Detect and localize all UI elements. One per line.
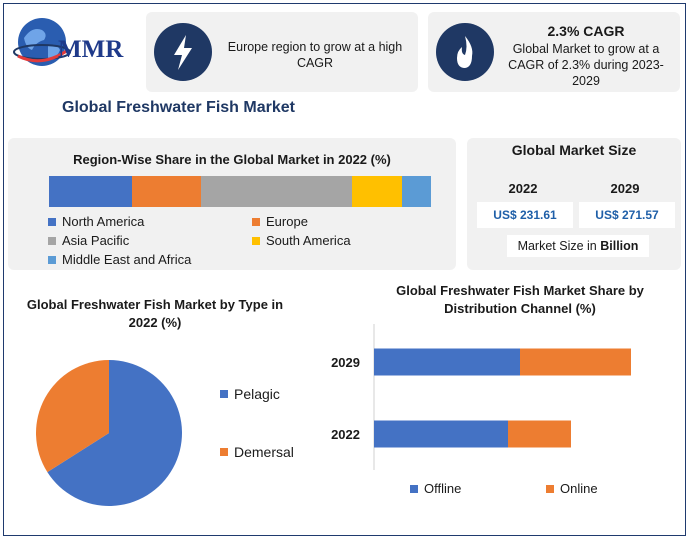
- region-legend-item-europe: Europe: [252, 214, 308, 229]
- market-value-2022: US$ 231.61: [477, 202, 573, 228]
- cagr-title: 2.3% CAGR: [547, 23, 625, 39]
- region-bar-segment-middle-east-and-africa: [402, 176, 431, 207]
- legend-swatch: [410, 484, 418, 493]
- market-year-2022: 2022: [508, 181, 538, 196]
- region-bar-segment-europe: [132, 176, 202, 207]
- flame-icon: [457, 36, 473, 68]
- channel-bar-online-2022: [508, 420, 571, 448]
- market-size-panel: Global Market Size 2022 2029 US$ 231.61 …: [467, 138, 681, 270]
- type-pie-chart: [36, 360, 182, 506]
- region-bar-segment-south-america: [351, 176, 403, 207]
- logo-text: MMR: [58, 36, 124, 63]
- region-stacked-bar: [49, 176, 431, 207]
- region-bar-segment-north-america: [49, 176, 133, 207]
- market-value-2029: US$ 271.57: [579, 202, 675, 228]
- legend-swatch: [48, 236, 56, 245]
- lightning-icon: [174, 35, 192, 70]
- type-legend-item-pelagic: Pelagic: [220, 386, 280, 402]
- legend-label: Offline: [424, 481, 462, 496]
- region-legend-item-middle-east-and-africa: Middle East and Africa: [48, 252, 191, 267]
- page-title: Global Freshwater Fish Market: [62, 99, 295, 116]
- market-size-heading: Global Market Size: [511, 142, 637, 158]
- legend-swatch: [220, 390, 228, 398]
- legend-swatch: [252, 217, 260, 226]
- insight-card-europe: Europe region to grow at a high CAGR: [146, 12, 418, 92]
- channel-chart-title: Global Freshwater Fish Market Share by D…: [396, 283, 644, 316]
- legend-label: North America: [62, 214, 145, 229]
- channel-tick-label-2022: 2022: [331, 427, 360, 442]
- pie-slice-pelagic: [47, 360, 182, 506]
- market-size-note-unit: Billion: [600, 239, 639, 253]
- legend-swatch: [48, 255, 56, 264]
- legend-swatch: [252, 236, 260, 245]
- legend-swatch: [220, 448, 228, 456]
- type-chart-title: Global Freshwater Fish Market by Type in…: [26, 297, 284, 330]
- legend-label: Online: [560, 481, 598, 496]
- legend-swatch: [546, 484, 554, 493]
- channel-stacked-bar-chart: 2029 2022: [331, 324, 631, 470]
- legend-label: Asia Pacific: [62, 233, 130, 248]
- legend-label: Demersal: [234, 444, 294, 460]
- channel-legend-item-offline: Offline: [410, 481, 461, 496]
- market-size-note: Market Size in Billion: [507, 235, 649, 257]
- legend-label: Pelagic: [234, 386, 280, 402]
- pie-slice-demersal: [36, 360, 109, 473]
- region-chart-title: Region-Wise Share in the Global Market i…: [73, 152, 391, 167]
- region-legend-item-north-america: North America: [48, 214, 144, 229]
- channel-tick-label-2029: 2029: [331, 355, 360, 370]
- channel-bar-offline-2022: [374, 420, 508, 448]
- legend-label: South America: [266, 233, 351, 248]
- legend-swatch: [48, 217, 56, 226]
- insight-card-cagr: 2.3% CAGR Global Market to grow at a CAG…: [428, 12, 680, 92]
- flame-icon-badge: [436, 23, 494, 81]
- channel-bar-offline-2029: [374, 348, 520, 376]
- infographic: MMR Europe region to grow at a high CAGR…: [3, 3, 686, 536]
- market-size-note-prefix: Market Size in: [517, 239, 601, 253]
- cagr-text: Global Market to grow at a CAGR of 2.3% …: [508, 42, 664, 88]
- market-year-2029: 2029: [610, 181, 640, 196]
- lightning-icon-badge: [154, 23, 212, 81]
- region-bar-segment-asia-pacific: [201, 176, 352, 207]
- region-legend-item-south-america: South America: [252, 233, 351, 248]
- region-legend-item-asia-pacific: Asia Pacific: [48, 233, 129, 248]
- type-legend-item-demersal: Demersal: [220, 444, 294, 460]
- brand-logo: MMR: [12, 12, 140, 72]
- legend-label: Middle East and Africa: [62, 252, 192, 267]
- region-share-panel: Region-Wise Share in the Global Market i…: [8, 138, 456, 270]
- legend-label: Europe: [266, 214, 308, 229]
- insight-text-europe: Europe region to grow at a high CAGR: [227, 40, 403, 70]
- channel-bar-online-2029: [520, 348, 631, 376]
- channel-legend-item-online: Online: [546, 481, 598, 496]
- globe-icon: [13, 18, 71, 66]
